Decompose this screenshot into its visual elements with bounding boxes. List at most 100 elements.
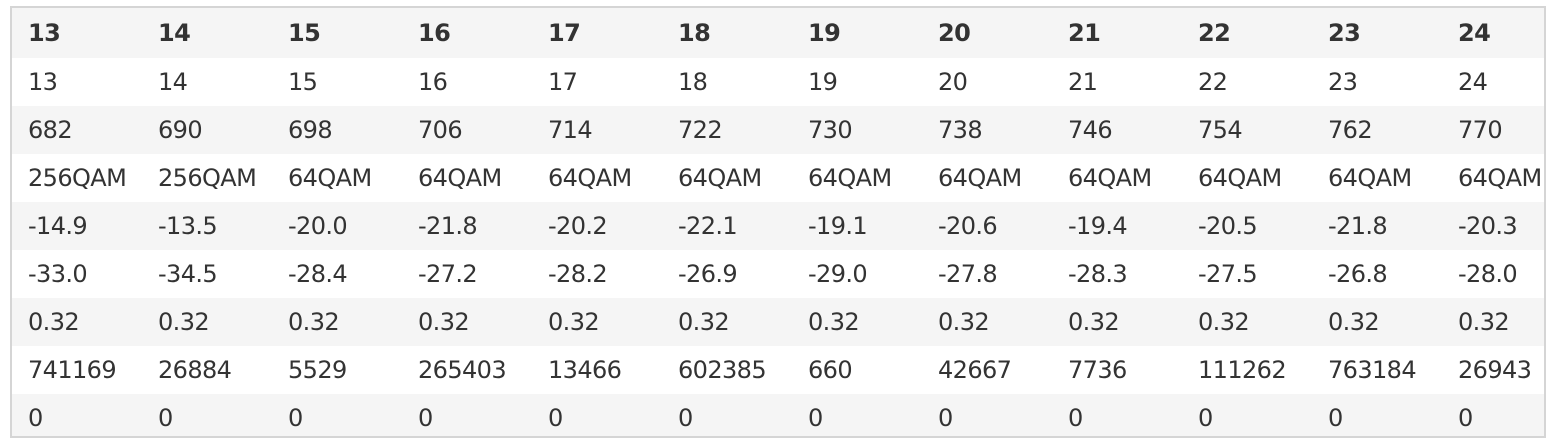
- power-row: -14.9 -13.5 -20.0 -21.8 -20.2 -22.1 -19.1 -20.6…: [12, 202, 1544, 250]
- table-cell: -27.2: [418, 260, 478, 288]
- table-cell: 682: [28, 116, 73, 144]
- table-cell: 64QAM: [548, 164, 632, 192]
- table-cell: 0.32: [1068, 308, 1120, 336]
- table-cell: 64QAM: [1198, 164, 1282, 192]
- column-header: 21: [1068, 19, 1101, 47]
- table-cell: 730: [808, 116, 853, 144]
- table-cell: -22.1: [678, 212, 738, 240]
- table-cell: 17: [548, 68, 578, 96]
- table-cell: -28.4: [288, 260, 348, 288]
- table-cell: 770: [1458, 116, 1503, 144]
- table-cell: 0: [28, 404, 43, 432]
- snr-row: -33.0 -34.5 -28.4 -27.2 -28.2 -26.9 -29.0 -27.8…: [12, 250, 1544, 298]
- table-cell: 690: [158, 116, 203, 144]
- table-cell: 64QAM: [938, 164, 1022, 192]
- table-cell: 0: [418, 404, 433, 432]
- table-cell: -20.3: [1458, 212, 1518, 240]
- table-cell: -20.5: [1198, 212, 1258, 240]
- table-cell: 746: [1068, 116, 1113, 144]
- table-cell: 13466: [548, 356, 622, 384]
- table-cell: 0.32: [1458, 308, 1510, 336]
- table-cell: 42667: [938, 356, 1012, 384]
- table-cell: -20.6: [938, 212, 998, 240]
- table-cell: -28.0: [1458, 260, 1518, 288]
- table-body: 13 14 15 16 17 18 19 20 21 22 23 24 13 14 15 16 17 18 19 20…: [12, 8, 1544, 436]
- table-cell: -27.5: [1198, 260, 1258, 288]
- octets-row: 0.32 0.32 0.32 0.32 0.32 0.32 0.32 0.32 0.32 0.32…: [12, 298, 1544, 346]
- column-header: 19: [808, 19, 841, 47]
- table-cell: 24: [1458, 68, 1488, 96]
- table-cell: 256QAM: [28, 164, 127, 192]
- table-cell: 23: [1328, 68, 1358, 96]
- table-cell: 15: [288, 68, 318, 96]
- table-cell: 738: [938, 116, 983, 144]
- table-cell: -26.8: [1328, 260, 1388, 288]
- table-cell: 64QAM: [1458, 164, 1542, 192]
- table-cell: 0.32: [1198, 308, 1250, 336]
- table-cell: -19.1: [808, 212, 868, 240]
- table-cell: 0.32: [158, 308, 210, 336]
- column-header: 22: [1198, 19, 1231, 47]
- table-cell: 0: [938, 404, 953, 432]
- table-cell: 265403: [418, 356, 507, 384]
- table-cell: 26943: [1458, 356, 1532, 384]
- table-cell: 64QAM: [678, 164, 762, 192]
- table-cell: 26884: [158, 356, 232, 384]
- table-cell: 0: [808, 404, 823, 432]
- table-cell: 18: [678, 68, 708, 96]
- table-cell: 754: [1198, 116, 1243, 144]
- table-cell: 714: [548, 116, 593, 144]
- table-cell: 20: [938, 68, 968, 96]
- table-cell: 111262: [1198, 356, 1287, 384]
- table-cell: 21: [1068, 68, 1098, 96]
- table-cell: 256QAM: [158, 164, 257, 192]
- table-cell: 0.32: [28, 308, 80, 336]
- column-header: 15: [288, 19, 321, 47]
- table-cell: -21.8: [1328, 212, 1388, 240]
- table-cell: 0: [158, 404, 173, 432]
- table-cell: 14: [158, 68, 188, 96]
- table-cell: 0.32: [1328, 308, 1380, 336]
- table-cell: 0: [1068, 404, 1083, 432]
- table-cell: 0.32: [808, 308, 860, 336]
- table-cell: 16: [418, 68, 448, 96]
- frequency-row: 682 690 698 706 714 722 730 738 746 754 762 770: [12, 106, 1544, 154]
- corrected-row: 741169 26884 5529 265403 13466 602385 660 42667…: [12, 346, 1544, 394]
- table-cell: 602385: [678, 356, 767, 384]
- table-cell: 0.32: [418, 308, 470, 336]
- table-cell: -27.8: [938, 260, 998, 288]
- header-row: 13 14 15 16 17 18 19 20 21 22 23 24: [12, 8, 1544, 58]
- table-cell: -29.0: [808, 260, 868, 288]
- table-cell: 722: [678, 116, 723, 144]
- table-cell: -34.5: [158, 260, 218, 288]
- table-cell: 0.32: [938, 308, 990, 336]
- table-cell: 13: [28, 68, 58, 96]
- table-cell: 698: [288, 116, 333, 144]
- table-cell: -20.2: [548, 212, 608, 240]
- table-cell: 0: [548, 404, 563, 432]
- table-cell: -13.5: [158, 212, 218, 240]
- table-cell: 741169: [28, 356, 117, 384]
- table-cell: 64QAM: [288, 164, 372, 192]
- modulation-row: 256QAM 256QAM 64QAM 64QAM 64QAM 64QAM 64QAM 64Q…: [12, 154, 1544, 202]
- column-header: 24: [1458, 19, 1491, 47]
- table-cell: 64QAM: [808, 164, 892, 192]
- table-cell: 5529: [288, 356, 347, 384]
- table-cell: -19.4: [1068, 212, 1128, 240]
- table-cell: -14.9: [28, 212, 88, 240]
- column-header: 18: [678, 19, 711, 47]
- table-cell: -28.2: [548, 260, 608, 288]
- table-cell: -28.3: [1068, 260, 1128, 288]
- table-cell: 22: [1198, 68, 1228, 96]
- column-header: 17: [548, 19, 581, 47]
- table-cell: 19: [808, 68, 838, 96]
- table-cell: 763184: [1328, 356, 1417, 384]
- downstream-channel-table: 13 14 15 16 17 18 19 20 21 22 23 24 13 14 15 16 17 18 19 20…: [12, 8, 1544, 436]
- table-cell: 64QAM: [1328, 164, 1412, 192]
- table-cell: 64QAM: [1068, 164, 1152, 192]
- table-cell: 0: [1458, 404, 1473, 432]
- uncorrectables-row: 0 0 0 0 0 0 0 0 0 0 0 0: [12, 394, 1544, 436]
- table-cell: 706: [418, 116, 463, 144]
- table-cell: -21.8: [418, 212, 478, 240]
- table-cell: -33.0: [28, 260, 88, 288]
